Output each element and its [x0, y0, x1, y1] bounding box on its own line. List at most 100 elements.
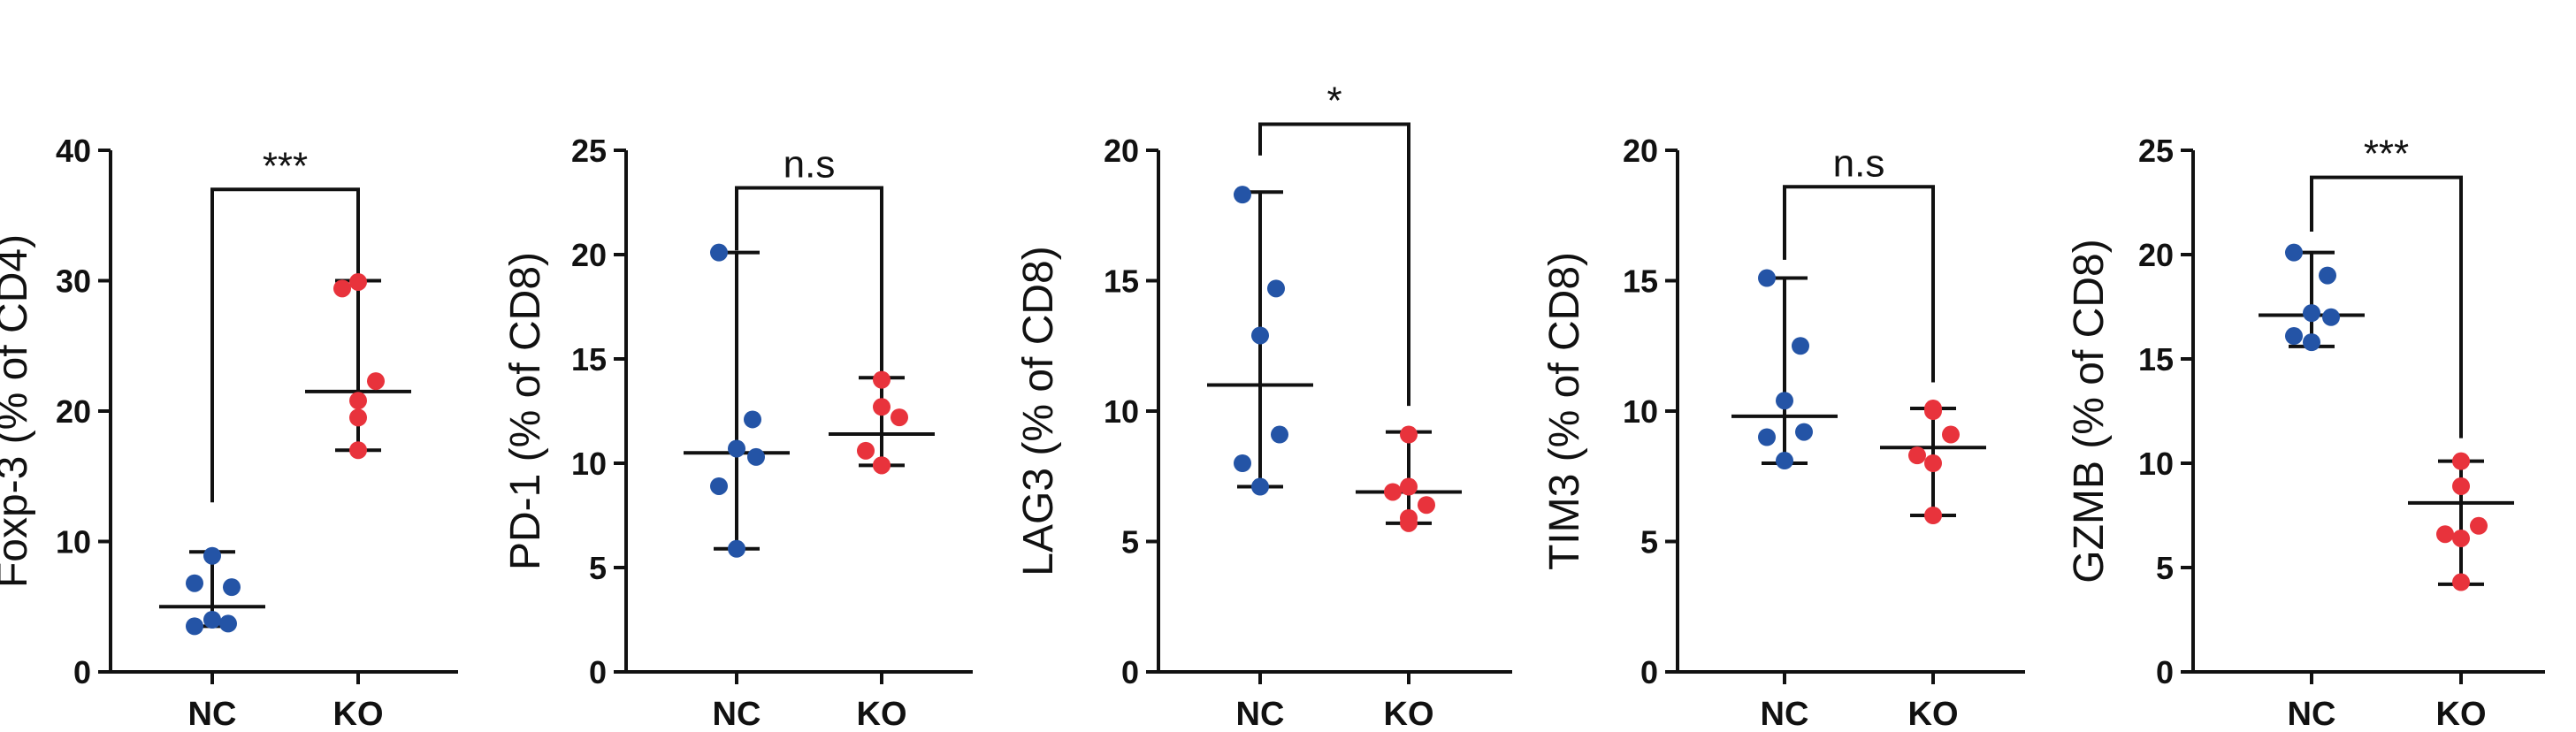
- data-point-nc: [728, 539, 745, 558]
- data-point-nc: [1792, 337, 1809, 355]
- x-tick-label-ko: KO: [2436, 696, 2487, 732]
- data-point-nc: [744, 410, 761, 429]
- data-point-ko: [873, 398, 891, 416]
- data-point-nc: [2319, 266, 2336, 285]
- significance-label: n.s: [784, 142, 836, 186]
- y-tick-label: 20: [2138, 237, 2174, 273]
- data-point-ko: [333, 279, 351, 298]
- y-tick-label: 15: [2138, 341, 2174, 377]
- y-tick-label: 10: [571, 446, 607, 482]
- data-point-ko: [873, 370, 891, 389]
- y-tick-label: 5: [2156, 550, 2174, 586]
- data-point-ko: [349, 272, 367, 291]
- y-axis-label: PD-1 (% of CD8): [502, 252, 549, 570]
- data-point-ko: [2452, 452, 2470, 470]
- y-tick-label: 15: [571, 341, 607, 377]
- significance-label: ***: [263, 144, 308, 187]
- y-tick-label: 40: [56, 133, 91, 169]
- data-point-ko: [1924, 507, 1942, 524]
- data-point-nc: [1758, 428, 1776, 446]
- data-point-nc: [1758, 269, 1776, 287]
- data-point-ko: [1942, 425, 1960, 444]
- significance-bracket: [2310, 175, 2463, 438]
- data-point-ko: [1924, 402, 1942, 420]
- y-tick-label: 0: [2156, 654, 2174, 690]
- x-tick-label-nc: NC: [713, 696, 761, 732]
- data-point-nc: [728, 439, 745, 458]
- data-point-nc: [223, 578, 241, 597]
- x-tick-label-ko: KO: [333, 696, 384, 732]
- y-tick-label: 5: [1121, 524, 1139, 560]
- data-point-nc: [186, 574, 203, 592]
- data-point-nc: [1234, 186, 1251, 204]
- data-point-ko: [1924, 454, 1942, 472]
- data-point-nc: [747, 447, 765, 466]
- y-axis-label: LAG3 (% of CD8): [1015, 246, 1062, 576]
- y-axis-label: Foxp-3 (% of CD4): [0, 234, 36, 588]
- y-tick-label: 0: [589, 654, 607, 690]
- data-point-nc: [203, 546, 221, 565]
- y-tick-label: 5: [1640, 524, 1658, 560]
- y-tick-label: 15: [1104, 263, 1139, 300]
- significance-bracket: [210, 187, 360, 503]
- data-point-nc: [1271, 425, 1288, 444]
- chart-panel-3: 0 5 10 15 20 NC KO LAG3 (% of CD8) *: [1015, 80, 1512, 732]
- data-point-ko: [873, 456, 891, 475]
- significance-bracket: [1258, 122, 1410, 407]
- significance-label: *: [1326, 80, 1342, 123]
- y-tick-label: 20: [571, 237, 607, 273]
- significance-bracket: [735, 186, 883, 376]
- y-tick-label: 0: [1640, 654, 1658, 690]
- data-point-ko: [2452, 477, 2470, 495]
- significance-label: ***: [2364, 133, 2409, 176]
- data-point-ko: [857, 441, 875, 460]
- y-tick-label: 20: [56, 393, 91, 430]
- data-point-ko: [1400, 514, 1418, 532]
- data-point-nc: [1776, 452, 1793, 470]
- data-point-nc: [1776, 392, 1793, 410]
- data-point-nc: [710, 477, 728, 495]
- data-point-nc: [710, 243, 728, 262]
- data-point-nc: [2322, 308, 2340, 326]
- data-point-nc: [203, 611, 221, 629]
- y-tick-label: 30: [56, 263, 91, 300]
- data-point-nc: [2303, 304, 2320, 323]
- x-tick-label-nc: NC: [1236, 696, 1285, 732]
- data-point-ko: [2436, 525, 2454, 544]
- data-point-ko: [1384, 483, 1402, 501]
- y-tick-label: 25: [571, 133, 607, 169]
- y-tick-label: 10: [1623, 393, 1658, 430]
- y-axis-label: GZMB (% of CD8): [2066, 239, 2113, 583]
- y-tick-label: 0: [73, 654, 91, 690]
- data-point-ko: [891, 408, 908, 427]
- significance-bracket: [1783, 185, 1935, 383]
- data-point-nc: [2285, 327, 2303, 346]
- data-point-nc: [1795, 423, 1813, 441]
- y-axis-label: TIM3 (% of CD8): [1541, 252, 1588, 570]
- data-point-ko: [2452, 529, 2470, 547]
- y-tick-label: 20: [1104, 133, 1139, 169]
- chart-panel-4: 0 5 10 15 20 NC KO TIM3 (% of CD8) n.s: [1541, 133, 2025, 732]
- chart-panel-5: 0 5 10 15 20 25 NC KO GZMB (% of CD8) ***: [2066, 133, 2545, 732]
- significance-label: n.s: [1833, 141, 1885, 185]
- chart-panel-2: 0 5 10 15 20 25 NC KO PD-1 (% of CD8) n.s: [502, 133, 973, 732]
- x-tick-label-ko: KO: [1908, 696, 1959, 732]
- data-point-ko: [2470, 516, 2488, 535]
- y-tick-label: 10: [1104, 393, 1139, 430]
- data-point-ko: [349, 408, 367, 427]
- data-point-nc: [219, 614, 237, 633]
- data-point-ko: [2452, 573, 2470, 591]
- x-tick-label-nc: NC: [188, 696, 237, 732]
- data-point-ko: [349, 392, 367, 410]
- data-point-nc: [186, 617, 203, 636]
- x-tick-label-ko: KO: [1384, 696, 1434, 732]
- data-point-ko: [1908, 446, 1926, 465]
- x-tick-label-nc: NC: [2288, 696, 2336, 732]
- y-tick-label: 20: [1623, 133, 1658, 169]
- data-point-ko: [1400, 477, 1418, 496]
- data-point-nc: [2303, 333, 2320, 352]
- chart-panel-1: 0 10 20 30 40 NC KO Foxp-3 (% of CD4) ***: [0, 133, 458, 732]
- data-point-nc: [1267, 279, 1285, 298]
- y-tick-label: 10: [56, 524, 91, 560]
